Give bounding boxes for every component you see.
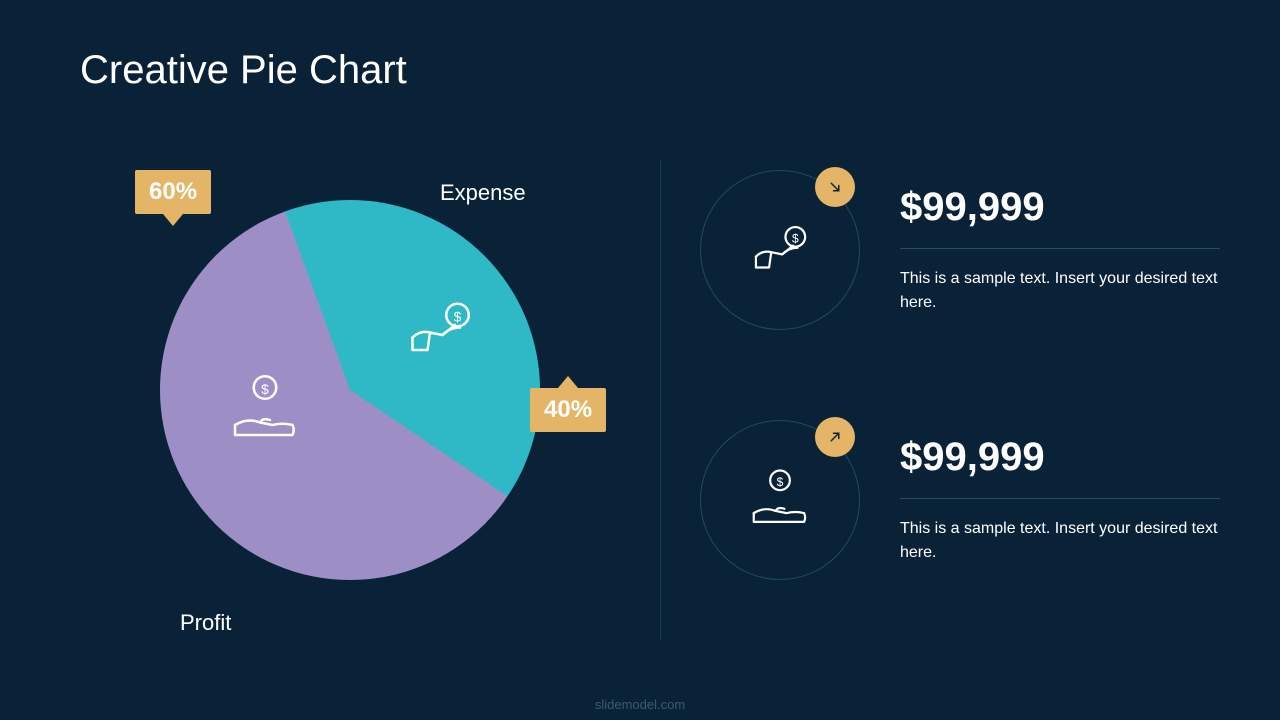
- divider-line: [900, 248, 1220, 249]
- callout-expense-percent: 40%: [530, 388, 606, 432]
- divider-line: [900, 498, 1220, 499]
- metric-expense-text: $99,999 This is a sample text. Insert yo…: [900, 185, 1220, 315]
- hand-receive-icon: $: [745, 465, 815, 535]
- svg-text:$: $: [777, 475, 784, 489]
- metric-profit: $ $99,999 This is a sample text. Insert …: [700, 420, 1220, 580]
- metric-profit-text: $99,999 This is a sample text. Insert yo…: [900, 435, 1220, 565]
- arrow-up-right-icon: [815, 417, 855, 457]
- vertical-divider: [660, 160, 661, 640]
- label-profit: Profit: [180, 610, 231, 636]
- svg-text:$: $: [792, 231, 799, 245]
- svg-text:$: $: [454, 309, 462, 324]
- pie-chart: [160, 200, 540, 580]
- hand-coin-icon: $: [400, 290, 480, 370]
- label-expense: Expense: [440, 180, 526, 206]
- slide-title: Creative Pie Chart: [80, 48, 407, 93]
- metric-profit-description: This is a sample text. Insert your desir…: [900, 517, 1220, 565]
- callout-profit-percent: 60%: [135, 170, 211, 214]
- metric-profit-circle: $: [700, 420, 860, 580]
- svg-text:$: $: [261, 382, 269, 397]
- arrow-down-right-icon: [815, 167, 855, 207]
- metric-expense-description: This is a sample text. Insert your desir…: [900, 267, 1220, 315]
- metric-expense-value: $99,999: [900, 185, 1220, 230]
- hand-receive-icon: $: [225, 370, 305, 450]
- metric-expense-circle: $: [700, 170, 860, 330]
- metric-profit-value: $99,999: [900, 435, 1220, 480]
- metric-expense: $ $99,999 This is a sample text. Insert …: [700, 170, 1220, 330]
- hand-coin-icon: $: [745, 215, 815, 285]
- watermark: slidemodel.com: [595, 697, 685, 712]
- pie-chart-container: 60% 40% Expense Profit $ $: [100, 160, 620, 680]
